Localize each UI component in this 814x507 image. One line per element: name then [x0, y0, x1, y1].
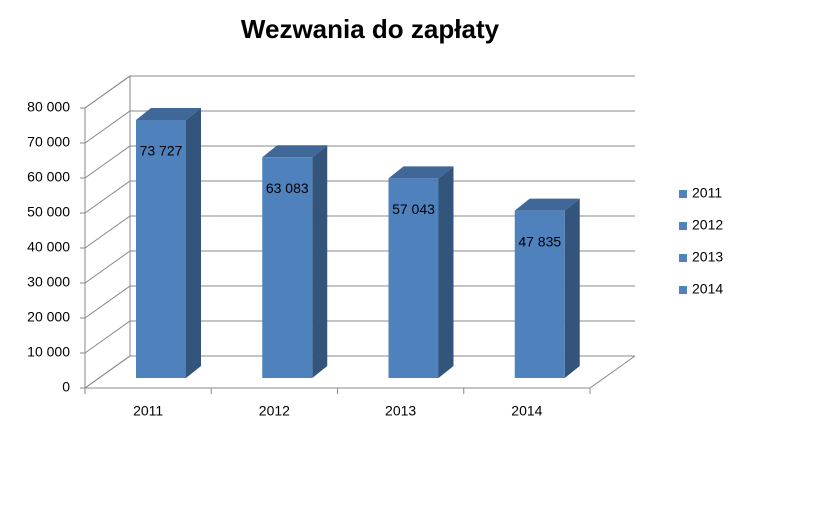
bar-front [262, 157, 313, 378]
bar-side [438, 166, 454, 378]
bar [388, 166, 454, 378]
legend-label: 2014 [692, 281, 723, 297]
bar-top [136, 107, 201, 120]
y-tick-label: 10 000 [27, 344, 70, 360]
y-tick-label: 70 000 [27, 134, 70, 150]
legend-label: 2012 [692, 217, 723, 233]
x-tick-label: 2012 [259, 403, 290, 419]
x-tick-label: 2014 [511, 403, 542, 419]
legend-swatch [679, 286, 687, 294]
legend-swatch [679, 222, 687, 230]
grid-line [84, 355, 635, 389]
x-tick-label: 2013 [385, 403, 416, 419]
legend-label: 2011 [692, 185, 722, 201]
legend-swatch [679, 254, 687, 262]
bar [136, 107, 201, 378]
y-tick-label: 30 000 [27, 274, 70, 290]
grid-line [84, 75, 635, 109]
y-tick-label: 0 [62, 379, 70, 395]
bar-top [262, 145, 328, 158]
y-tick-label: 50 000 [27, 204, 70, 220]
y-tick-label: 60 000 [27, 169, 70, 185]
legend-label: 2013 [692, 249, 723, 265]
bar-side [186, 107, 201, 378]
y-tick-label: 80 000 [27, 99, 70, 115]
bar-side [564, 198, 580, 378]
bar-front [136, 119, 186, 378]
grid-line [84, 215, 635, 249]
grid-line [84, 145, 635, 179]
data-label: 63 083 [266, 180, 309, 196]
chart-title: Wezwania do zapłaty [241, 14, 500, 44]
y-tick-label: 40 000 [27, 239, 70, 255]
bar [514, 198, 580, 378]
bar [262, 145, 328, 378]
data-label: 47 835 [518, 233, 561, 249]
grid-line [84, 180, 635, 214]
grid-line [84, 320, 635, 354]
bar-top [514, 198, 580, 211]
bar-front [388, 178, 439, 378]
bar-top [388, 166, 454, 179]
grid-line [84, 110, 635, 144]
data-label: 57 043 [392, 201, 435, 217]
y-tick-label: 20 000 [27, 309, 70, 325]
x-tick-label: 2011 [133, 403, 163, 419]
bar-front [514, 210, 565, 378]
bar-side [312, 145, 328, 378]
data-label: 73 727 [140, 143, 183, 159]
legend-swatch [679, 190, 687, 198]
grid-line [84, 285, 635, 319]
grid-line [84, 250, 635, 284]
